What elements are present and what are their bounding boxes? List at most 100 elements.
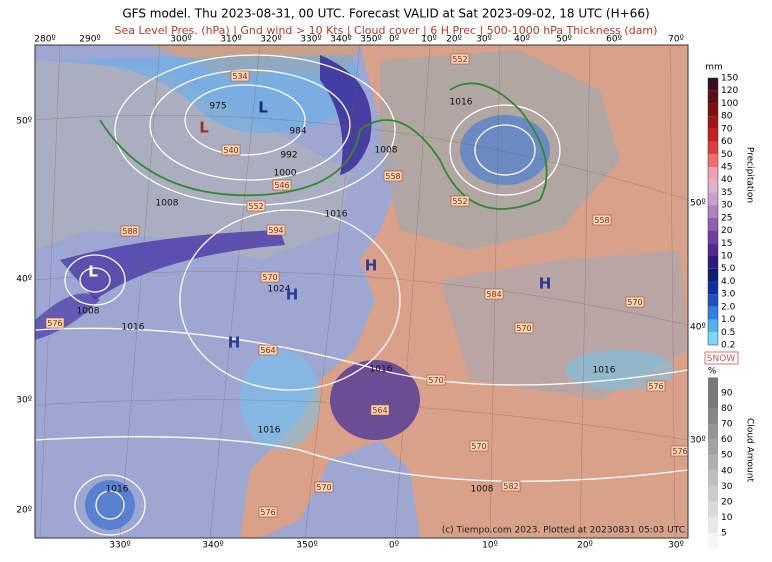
lon-label: 340º xyxy=(202,541,223,551)
title: GFS model. Thu 2023-08-31, 00 UTC. Forec… xyxy=(122,7,649,21)
precip-swatch xyxy=(708,154,718,167)
precip-swatch xyxy=(708,192,718,206)
cloud-level: 30 xyxy=(721,482,733,492)
snow-label: SNOW xyxy=(707,354,736,364)
thickness-label: 552 xyxy=(248,202,263,211)
thickness-label: 582 xyxy=(503,482,518,491)
precip-level: 80 xyxy=(721,112,733,122)
precip-level: 5.0 xyxy=(721,264,736,274)
precip-swatch xyxy=(708,332,718,345)
cloud-swatch xyxy=(708,439,718,456)
thickness-box xyxy=(45,317,65,329)
thickness-box xyxy=(484,288,504,300)
precip-level: 30 xyxy=(721,201,733,211)
precip-level: 25 xyxy=(721,213,732,223)
thickness-label: 576 xyxy=(47,319,62,328)
cloud-level: 60 xyxy=(721,435,733,445)
lat-label: 30º xyxy=(16,396,32,406)
precip-swatch xyxy=(708,306,718,320)
cloud-level: 80 xyxy=(721,404,733,414)
thickness-label: 576 xyxy=(672,447,687,456)
precip-level: 60 xyxy=(721,137,733,147)
precip-swatch xyxy=(708,103,718,117)
precip-swatch xyxy=(708,281,718,295)
thickness-box xyxy=(120,225,140,237)
cloud-swatch xyxy=(708,517,718,533)
thickness-label: 570 xyxy=(428,376,443,385)
precip-level: 100 xyxy=(721,99,738,109)
thickness-box xyxy=(246,200,266,212)
precip-bar-frame xyxy=(707,77,719,346)
precip-swatch xyxy=(708,230,718,244)
precip-swatch xyxy=(708,141,718,155)
lon-label: 350º xyxy=(360,35,381,45)
precip-swatch xyxy=(708,167,718,180)
thickness-label: 552 xyxy=(452,197,467,206)
precip-swatch xyxy=(708,179,718,193)
precip-swatch xyxy=(708,256,718,269)
precip-unit: mm xyxy=(705,63,723,73)
thickness-box xyxy=(230,70,250,82)
lon-label: 30º xyxy=(668,541,684,551)
isobar-label: 975 xyxy=(209,102,226,112)
credit: (c) Tiempo.com 2023. Plotted at 20230831… xyxy=(442,526,685,536)
thickness-box xyxy=(258,506,278,518)
precip-level: 4.0 xyxy=(721,277,736,287)
isobar-label: 1016 xyxy=(370,365,393,375)
lon-label: 340º xyxy=(330,35,351,45)
thickness-box xyxy=(272,179,292,191)
isobar-label: 1000 xyxy=(274,169,297,179)
thickness-label: 534 xyxy=(232,72,247,81)
cloud-swatch xyxy=(708,470,718,487)
thickness-label: 546 xyxy=(274,181,289,190)
thickness-box xyxy=(370,404,390,416)
cloud-swatch xyxy=(708,377,718,409)
pressure-center: L xyxy=(199,119,209,137)
isobar-label: 1024 xyxy=(268,285,291,295)
pressure-center: H xyxy=(365,257,378,275)
precip-level: 1.0 xyxy=(721,315,736,325)
cloud-swatch xyxy=(708,455,718,471)
cloud-swatch xyxy=(708,501,718,518)
precip-level: 3.0 xyxy=(721,290,736,300)
lon-label: 310º xyxy=(220,35,241,45)
thickness-box xyxy=(592,214,612,226)
precip-level: 120 xyxy=(721,86,738,96)
thickness-label: 570 xyxy=(627,298,642,307)
cloud-level: 20 xyxy=(721,497,733,507)
thickness-box xyxy=(450,53,470,65)
thickness-label: 570 xyxy=(316,483,331,492)
precip-swatch xyxy=(708,268,718,282)
map-labels: 975 984 992 1000 1008 1008 1016 1016 1024 1008 101… xyxy=(45,53,688,536)
cloud-swatch xyxy=(708,408,718,425)
lon-label: 280º xyxy=(34,35,55,45)
precip-swatch xyxy=(708,78,718,91)
thickness-box xyxy=(625,296,645,308)
thickness-label: 594 xyxy=(268,226,283,235)
precip-swatch xyxy=(708,205,718,218)
cloud-level: 5 xyxy=(721,529,727,539)
thickness-label: 584 xyxy=(486,290,501,299)
precip-level: 50 xyxy=(721,150,733,160)
pressure-center: H xyxy=(228,334,241,352)
cloud-level: 10 xyxy=(721,513,733,523)
thickness-label: 540 xyxy=(223,146,238,155)
lon-label: 60º xyxy=(606,35,622,45)
isobar-label: 1016 xyxy=(450,98,473,108)
pressure-center: H xyxy=(539,275,552,293)
thickness-box xyxy=(221,144,241,156)
thickness-label: 552 xyxy=(452,55,467,64)
lon-label: 20º xyxy=(577,541,593,551)
subtitle: Sea Level Pres. (hPa) | Gnd wind > 10 Kt… xyxy=(115,24,658,37)
lon-label: 10º xyxy=(421,35,437,45)
thickness-box xyxy=(501,480,521,492)
precip-swatch xyxy=(708,319,718,333)
lon-label: 350º xyxy=(296,541,317,551)
lat-label: 40º xyxy=(16,275,32,285)
snow-box xyxy=(704,351,739,365)
cloud-level: 40 xyxy=(721,466,733,476)
thickness-box xyxy=(266,224,286,236)
precip-level: 35 xyxy=(721,188,732,198)
